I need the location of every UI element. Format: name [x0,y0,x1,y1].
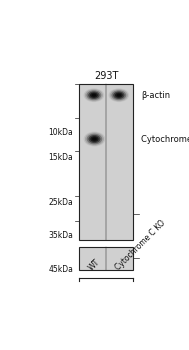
Ellipse shape [84,88,104,102]
Ellipse shape [90,136,99,142]
Ellipse shape [87,90,101,100]
Ellipse shape [88,135,100,143]
Ellipse shape [113,91,125,99]
Ellipse shape [88,91,100,99]
Ellipse shape [115,93,123,98]
Ellipse shape [84,132,105,146]
Ellipse shape [90,93,98,98]
Ellipse shape [85,133,104,146]
Text: 10kDa: 10kDa [49,128,73,136]
Ellipse shape [110,89,128,101]
Ellipse shape [92,138,97,141]
Ellipse shape [85,89,103,101]
Text: 35kDa: 35kDa [49,231,73,240]
Ellipse shape [112,90,126,100]
Text: 45kDa: 45kDa [49,265,73,274]
Ellipse shape [117,94,121,97]
Ellipse shape [108,88,129,102]
Text: 15kDa: 15kDa [49,153,73,162]
Text: 25kDa: 25kDa [49,198,73,207]
Bar [79,84,133,240]
Text: β-actin: β-actin [141,91,170,100]
Text: Cytochrome C KO: Cytochrome C KO [114,219,167,272]
Text: 293T: 293T [94,71,119,81]
Text: Cytochrome C: Cytochrome C [141,134,189,144]
Bar [79,247,133,270]
Text: WT: WT [87,258,101,272]
Ellipse shape [92,94,96,97]
Ellipse shape [87,134,102,144]
